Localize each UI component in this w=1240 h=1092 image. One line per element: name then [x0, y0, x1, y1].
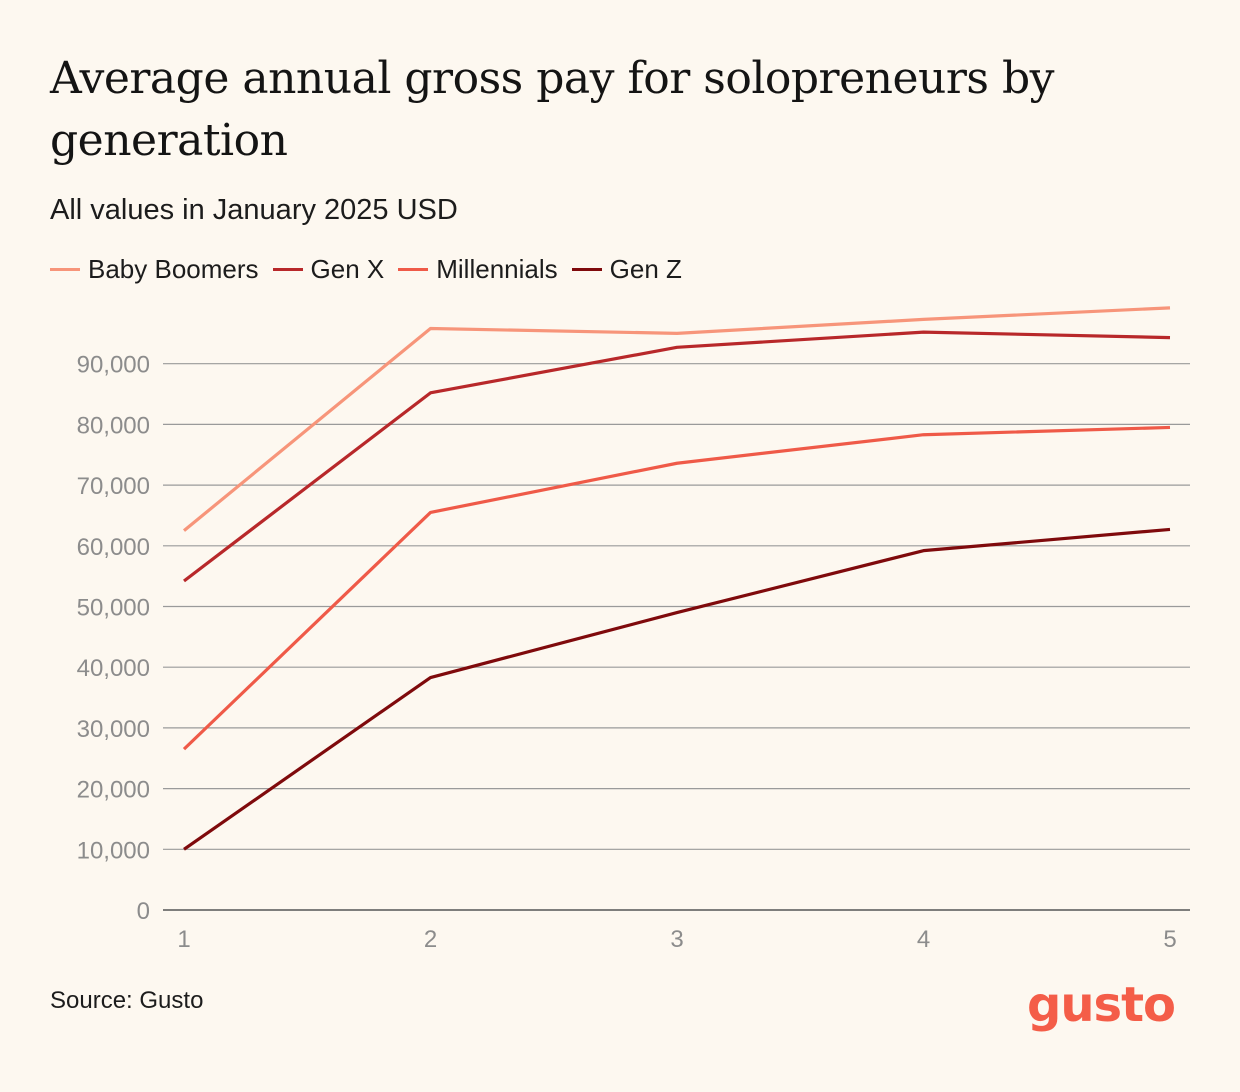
- x-tick-label: 1: [177, 926, 190, 953]
- series-line-millennials: [182, 425, 1171, 751]
- y-tick-label: 30,000: [77, 716, 150, 743]
- legend-item-millennials: Millennials: [398, 253, 558, 285]
- series-line-gen-z: [183, 527, 1171, 851]
- legend-swatch: [272, 267, 303, 271]
- x-tick-label: 2: [424, 926, 437, 953]
- y-axis-tick-labels: 0 10,000 20,000 30,000 40,000 50,000 60,000 70,…: [77, 352, 150, 925]
- source-note: Source: Gusto: [50, 987, 204, 1014]
- legend-label: Gen X: [310, 253, 385, 284]
- legend-swatch: [398, 267, 429, 271]
- y-tick-label: 70,000: [77, 473, 150, 500]
- chart-legend: Baby Boomers Gen X Millennials Gen Z: [50, 252, 696, 286]
- legend-swatch: [50, 267, 80, 271]
- x-tick-label: 5: [1163, 926, 1176, 953]
- legend-label: Millennials: [436, 253, 558, 284]
- y-tick-label: 10,000: [77, 837, 150, 864]
- legend-swatch: [571, 267, 602, 271]
- y-tick-label: 40,000: [77, 655, 150, 682]
- chart-subtitle: All values in January 2025 USD: [50, 194, 458, 226]
- y-tick-label: 80,000: [77, 412, 150, 439]
- legend-item-baby-boomers: Baby Boomers: [50, 254, 259, 285]
- legend-item-gen-x: Gen X: [272, 253, 385, 285]
- y-tick-label: 20,000: [77, 777, 150, 804]
- y-tick-label: 60,000: [77, 534, 150, 561]
- series-lines: [182, 306, 1171, 851]
- x-tick-label: 3: [670, 926, 683, 953]
- gusto-logo[interactable]: gusto: [1027, 977, 1176, 1033]
- chart-title: Average annual gross pay for solopreneur…: [50, 53, 1054, 166]
- legend-label: Gen Z: [609, 253, 682, 284]
- y-tick-label: 0: [137, 898, 150, 925]
- y-tick-label: 90,000: [77, 352, 150, 379]
- x-tick-label: 4: [917, 926, 930, 953]
- x-axis-tick-labels: 1 2 3 4 5: [177, 926, 1176, 953]
- legend-label: Baby Boomers: [88, 253, 259, 284]
- series-line-gen-x: [183, 330, 1171, 583]
- y-tick-label: 50,000: [77, 595, 150, 622]
- series-line-baby-boomers: [182, 306, 1171, 532]
- gridlines: [163, 363, 1190, 850]
- legend-item-gen-z: Gen Z: [571, 253, 682, 285]
